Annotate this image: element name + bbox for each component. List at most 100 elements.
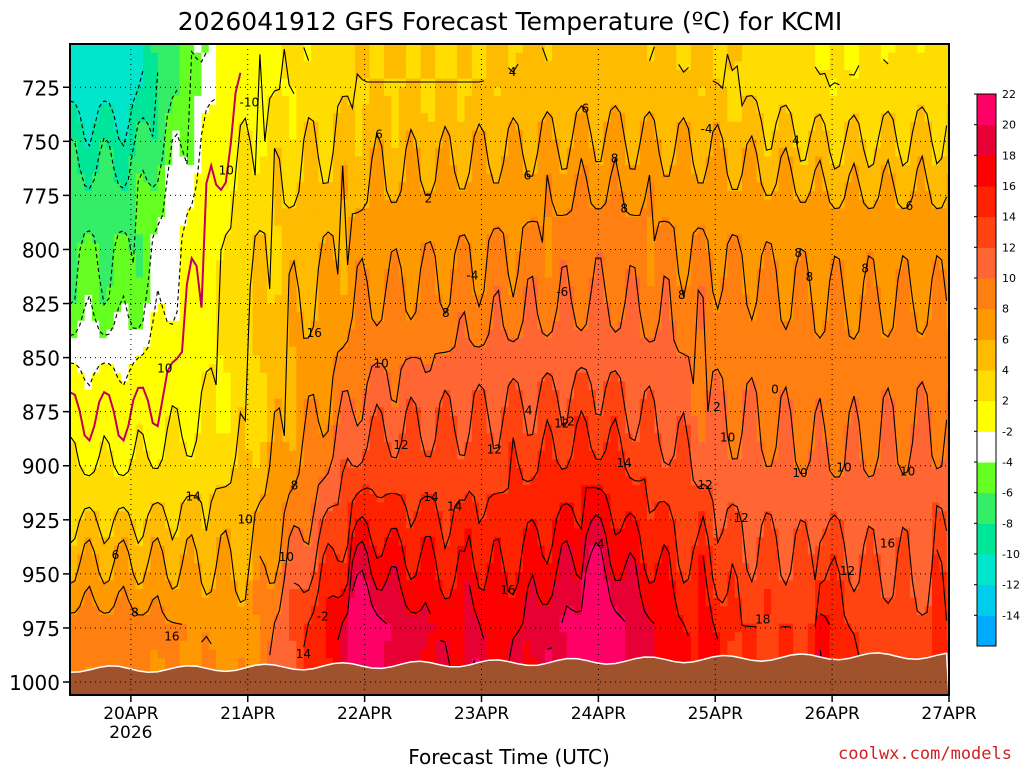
temperature-cell [406,537,414,547]
temperature-cell [172,563,181,573]
temperature-cell [157,87,166,97]
temperature-cell [522,381,531,391]
temperature-cell [172,537,181,547]
temperature-cell [318,442,327,452]
temperature-cell [384,416,392,426]
temperature-cell [376,545,385,556]
temperature-cell [354,442,363,452]
temperature-cell [501,433,509,443]
temperature-cell [179,294,188,305]
temperature-cell [208,346,217,357]
temperature-cell [165,208,173,218]
temperature-cell [216,485,224,495]
temperature-cell [530,104,539,114]
temperature-cell [391,225,400,235]
temperature-cell [121,286,129,296]
temperature-cell [318,52,327,62]
temperature-cell [274,191,283,201]
temperature-cell [179,191,188,201]
temperature-cell [318,407,327,417]
temperature-cell [413,459,422,469]
temperature-cell [179,398,188,408]
temperature-cell [362,606,371,616]
temperature-cell [457,286,465,296]
temperature-cell [150,87,159,97]
temperature-cell [325,312,334,322]
temperature-cell [70,320,78,331]
temperature-cell [464,312,473,322]
temperature-cell [230,407,239,417]
temperature-cell [238,70,246,80]
temperature-cell [91,208,100,218]
temperature-cell [376,320,385,331]
temperature-cell [333,606,341,616]
temperature-cell [464,640,473,651]
temperature-cell [201,355,210,365]
temperature-cell [464,459,473,469]
temperature-cell [333,476,341,486]
temperature-cell [194,104,203,114]
temperature-cell [406,640,414,651]
temperature-cell [143,320,151,331]
temperature-cell [296,338,305,348]
temperature-cell [384,208,392,218]
temperature-cell [501,364,509,374]
temperature-cell [537,312,546,322]
temperature-cell [165,545,173,556]
temperature-cell [121,563,129,573]
temperature-cell [530,476,539,486]
temperature-cell [128,571,137,581]
temperature-cell [449,563,458,573]
temperature-cell [274,199,283,209]
temperature-cell [252,294,261,305]
temperature-cell [391,346,400,357]
temperature-cell [84,104,93,114]
temperature-cell [281,268,290,279]
temperature-cell [150,476,159,486]
temperature-cell [398,165,407,175]
temperature-cell [289,268,297,279]
temperature-cell [157,502,166,512]
temperature-cell [208,571,217,581]
temperature-cell [121,355,129,365]
temperature-cell [340,623,349,633]
temperature-cell [296,320,305,331]
temperature-cell [369,589,378,599]
temperature-cell [238,95,246,106]
temperature-cell [530,467,539,478]
temperature-cell [201,44,210,54]
temperature-cell [406,381,414,391]
temperature-cell [464,320,473,331]
temperature-cell [165,191,173,201]
temperature-cell [150,44,159,54]
temperature-cell [91,130,100,140]
temperature-cell [70,571,78,581]
temperature-cell [413,87,422,97]
temperature-cell [537,130,546,140]
temperature-cell [245,113,254,123]
temperature-cell [333,191,341,201]
temperature-cell [223,243,232,253]
temperature-cell [303,580,312,590]
temperature-cell [493,493,502,504]
temperature-cell [91,424,100,434]
temperature-cell [530,312,539,322]
temperature-cell [186,511,195,521]
temperature-cell [354,485,363,495]
temperature-cell [165,52,173,62]
temperature-cell [128,95,137,106]
temperature-cell [77,381,86,391]
temperature-cell [259,467,268,478]
temperature-cell [91,52,100,62]
temperature-cell [238,571,246,581]
temperature-cell [427,519,436,530]
temperature-cell [449,165,458,175]
temperature-cell [70,303,78,313]
temperature-cell [318,320,327,331]
temperature-cell [471,87,480,97]
temperature-cell [427,398,436,408]
temperature-cell [135,113,144,123]
temperature-cell [362,260,371,270]
temperature-cell [259,217,268,227]
temperature-cell [91,303,100,313]
